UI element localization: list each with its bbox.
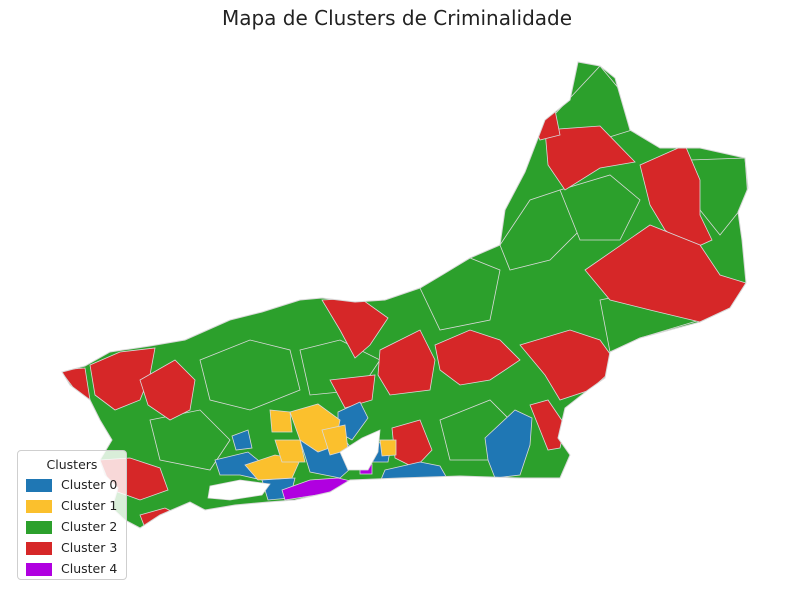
municipality-region	[231, 429, 253, 451]
municipality-region	[559, 174, 641, 241]
municipality-region	[139, 359, 196, 421]
legend-label-cluster-4: Cluster 4	[61, 561, 118, 576]
legend-swatch-cluster-2	[26, 521, 52, 534]
municipality-region	[329, 374, 376, 409]
municipality-region	[484, 409, 533, 479]
municipality-region	[62, 367, 91, 401]
municipality-region	[529, 399, 566, 451]
legend-label-cluster-2: Cluster 2	[61, 519, 118, 534]
legend-label-cluster-1: Cluster 1	[61, 498, 118, 513]
municipality-region	[639, 144, 713, 251]
municipality-region	[379, 439, 397, 457]
municipality-region	[529, 109, 561, 141]
state-outline	[61, 61, 749, 529]
municipality-region	[377, 329, 436, 396]
legend-swatch-cluster-3	[26, 542, 52, 555]
legend-swatch-cluster-1	[26, 500, 52, 513]
map-title: Mapa de Clusters de Criminalidade	[221, 6, 573, 30]
municipality-region	[269, 409, 293, 433]
municipality-region	[274, 439, 306, 463]
legend-label-cluster-0: Cluster 0	[61, 477, 118, 492]
lagoon-water	[207, 479, 271, 501]
municipality-region	[544, 125, 636, 191]
legend: Clusters Cluster 0 Cluster 1 Cluster 2 C…	[17, 450, 127, 580]
municipality-region	[434, 329, 521, 386]
legend-title: Clusters	[46, 457, 98, 472]
legend-swatch-cluster-4	[26, 563, 52, 576]
municipality-region	[519, 329, 619, 401]
legend-swatch-cluster-0	[26, 479, 52, 492]
municipality-region	[199, 339, 301, 411]
bay-water	[339, 429, 381, 471]
municipality-region	[149, 409, 231, 471]
legend-label-cluster-3: Cluster 3	[61, 540, 118, 555]
